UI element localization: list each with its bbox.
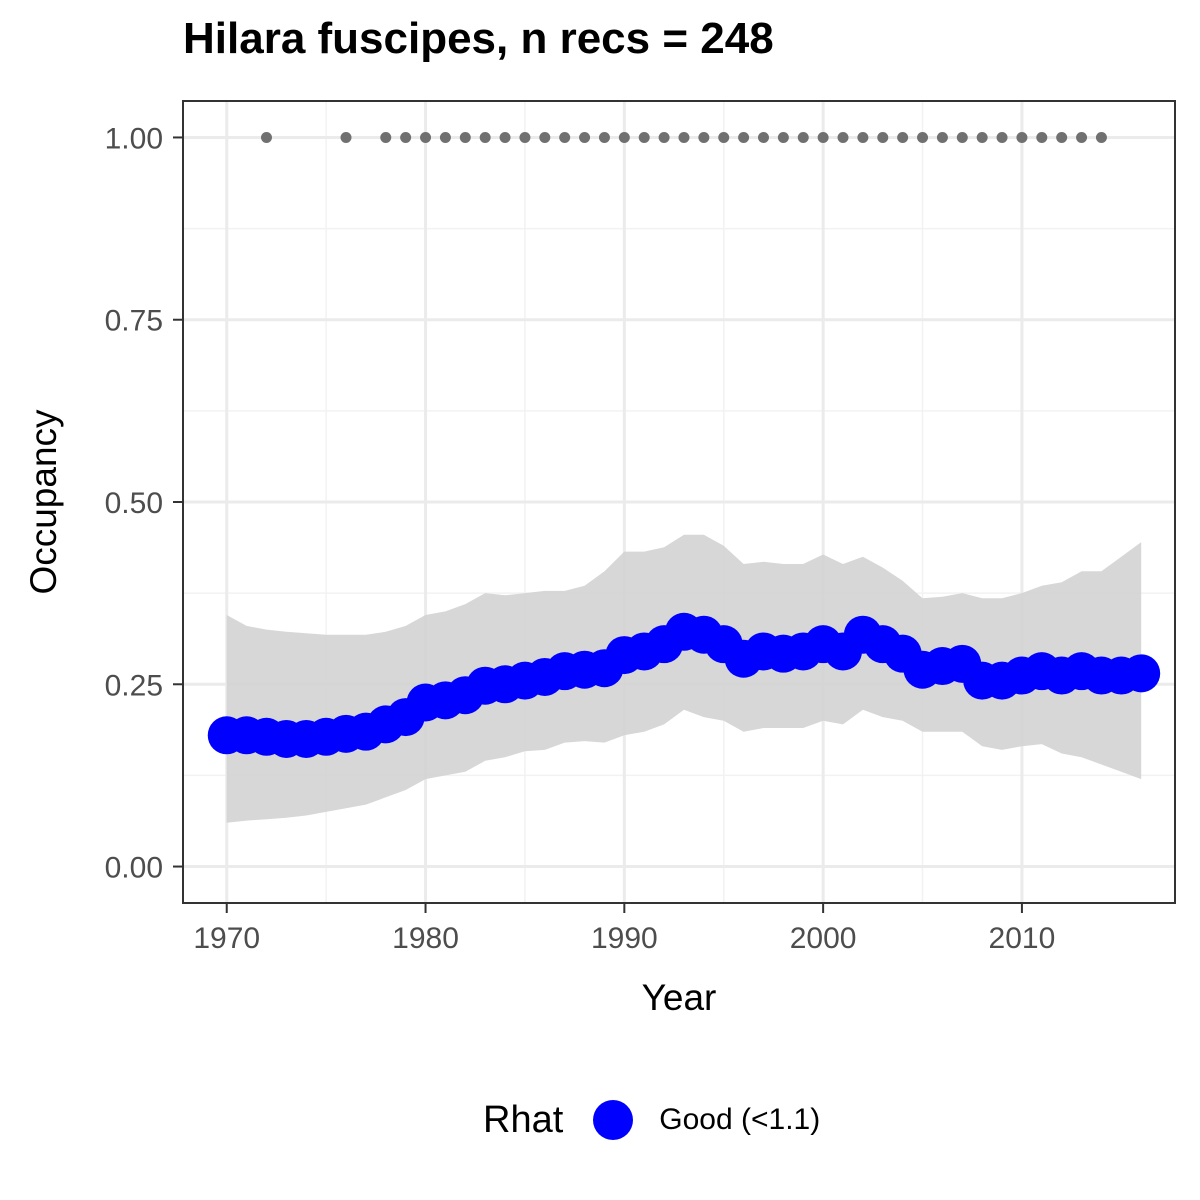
record-points [260, 131, 1107, 143]
record-point [579, 131, 591, 143]
record-point [917, 131, 929, 143]
record-point [638, 131, 650, 143]
record-point [976, 131, 988, 143]
y-tick-label: 0.75 [105, 305, 163, 338]
record-point [519, 131, 531, 143]
legend-label: Good (<1.1) [659, 1103, 821, 1136]
record-point [777, 131, 789, 143]
record-point [817, 131, 829, 143]
record-point [658, 131, 670, 143]
record-point [996, 131, 1008, 143]
record-point [439, 131, 451, 143]
confidence-ribbon [226, 534, 1142, 823]
record-point [618, 131, 630, 143]
x-tick-label: 1970 [193, 922, 260, 955]
record-point [559, 131, 571, 143]
record-point [1095, 131, 1107, 143]
record-point [400, 131, 412, 143]
y-tick-label: 0.25 [105, 669, 163, 702]
chart-title: Hilara fuscipes, n recs = 248 [183, 14, 774, 63]
record-point [936, 131, 948, 143]
x-tick-label: 1990 [591, 922, 658, 955]
record-point [459, 131, 471, 143]
record-point [678, 131, 690, 143]
record-point [539, 131, 551, 143]
record-point [698, 131, 710, 143]
y-tick-label: 1.00 [105, 122, 163, 155]
record-point [897, 131, 909, 143]
ribbon-area [226, 534, 1142, 823]
record-point [757, 131, 769, 143]
legend-title: Rhat [483, 1098, 564, 1141]
record-point [857, 131, 869, 143]
record-point [877, 131, 889, 143]
x-tick-label: 1980 [392, 922, 459, 955]
occupancy-point [1122, 654, 1161, 693]
record-point [340, 131, 352, 143]
record-point [797, 131, 809, 143]
legend-key-circle [593, 1100, 634, 1140]
axes: 1970 1980 1990 2000 2010 0.00 0.25 0.50 0.75 1.00 [105, 122, 1056, 955]
record-point [420, 131, 432, 143]
record-point [718, 131, 730, 143]
occupancy-points [207, 612, 1161, 758]
y-axis-title: Occupancy [23, 409, 64, 595]
y-tick-label: 0.50 [105, 487, 163, 520]
record-point [738, 131, 750, 143]
x-axis-title: Year [642, 977, 717, 1018]
record-point [837, 131, 849, 143]
record-point [1036, 131, 1048, 143]
y-tick-label: 0.00 [105, 852, 163, 885]
record-point [1056, 131, 1068, 143]
record-point [1076, 131, 1088, 143]
record-point [260, 131, 272, 143]
record-point [479, 131, 491, 143]
record-point [380, 131, 392, 143]
record-point [598, 131, 610, 143]
x-tick-label: 2010 [989, 922, 1056, 955]
record-point [956, 131, 968, 143]
x-tick-label: 2000 [790, 922, 857, 955]
legend: Rhat Good (<1.1) [483, 1092, 820, 1148]
record-point [499, 131, 511, 143]
record-point [1016, 131, 1028, 143]
